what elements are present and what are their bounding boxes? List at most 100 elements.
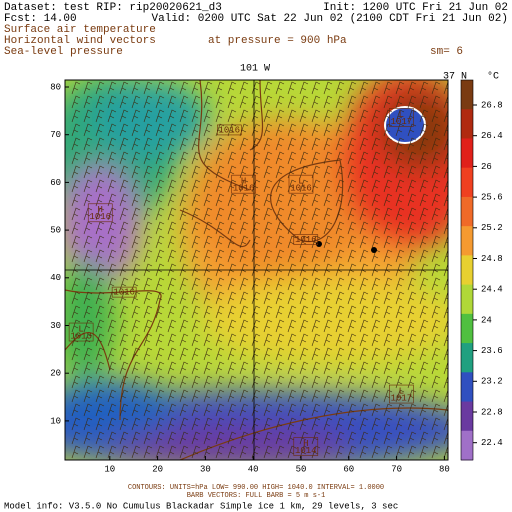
wind-barb [359,235,369,249]
wind-barb [239,319,249,333]
wind-barb [83,249,93,263]
wind-barb [287,165,297,179]
wind-barb [335,249,345,263]
wind-barb [443,319,448,333]
wind-barb [347,361,357,375]
wind-barb [395,249,405,263]
wind-barb [239,179,249,193]
wind-barb [311,375,321,389]
center-letter: L [298,177,303,187]
wind-barb [275,165,285,179]
wind-barb [383,249,393,263]
label-box [68,322,94,342]
wind-barb [287,235,297,249]
wind-barb [431,319,441,333]
wind-barb [179,417,189,431]
wind-barb [359,333,369,347]
wind-barb [311,277,321,291]
wind-barb [347,193,357,207]
wind-barb [347,179,357,193]
wind-barb [71,123,81,137]
wind-barb [299,179,309,193]
wind-barb [359,207,369,221]
wind-barb [335,431,345,445]
colorbar-label: 23.2 [481,377,503,387]
wind-barb [203,193,213,207]
wind-barb [131,137,141,151]
wind-barb [143,235,153,249]
wind-barb [239,305,249,319]
wind-barb [155,81,165,95]
wind-barb [407,137,417,151]
wind-barb [119,221,129,235]
wind-barb [407,347,417,361]
wind-barb [191,445,201,459]
x-tick-label: 40 [248,464,259,474]
wind-barb [71,319,81,333]
wind-barb [203,123,213,137]
wind-barb [251,207,261,221]
wind-barb [191,95,201,109]
wind-barb [191,151,201,165]
wind-barb [419,221,429,235]
wind-barb [275,123,285,137]
wind-barb [335,319,345,333]
wind-barb [323,277,333,291]
colorbar-label: 26 [481,162,492,172]
init-line: Init: 1200 UTC Fri 21 Jun 02 [323,2,508,14]
wind-barb [419,123,429,137]
wind-barb [83,305,93,319]
wind-barb [251,417,261,431]
wind-barb [83,109,93,123]
wind-barb [443,95,448,109]
wind-barb [143,221,153,235]
wind-barb [431,431,441,445]
colorbar: 26.8 26.4 26 25.6 25.2 24.8 24.4 24 23.6 23.2 22.8… [460,79,503,461]
y-tick-label: 20 [50,369,61,379]
wind-barb [311,333,321,347]
wind-barb [131,249,141,263]
wind-barb [179,375,189,389]
wind-barb [407,403,417,417]
colorbar-label: 22.8 [481,407,503,417]
wind-barb [323,431,333,445]
field-line: Horizontal wind vectors [4,35,156,47]
wind-barb [395,361,405,375]
wind-barb [359,403,369,417]
wind-barb [131,305,141,319]
wind-barb [191,305,201,319]
wind-barb [167,417,177,431]
wind-barb [311,81,321,95]
wind-barb [263,431,273,445]
wind-barb [335,165,345,179]
colorbar-label: 26.8 [481,100,503,110]
wind-barb [287,277,297,291]
wind-barb [431,249,441,263]
wind-barb [251,445,261,459]
wind-barb [263,193,273,207]
wind-barb [275,417,285,431]
contour-info: CONTOURS: UNITS=hPa LOW= 990.00 HIGH= 10… [128,484,384,492]
wind-barb [359,375,369,389]
wind-barb [227,389,237,403]
wind-barb [95,431,105,445]
wind-barb [215,277,225,291]
wind-barb [359,347,369,361]
wind-barb [107,389,117,403]
wind-barb [419,95,429,109]
wind-barb [119,403,129,417]
pressure-label: 1014 [295,446,317,456]
wind-barb [251,179,261,193]
wind-barb [215,375,225,389]
y-tick-label: 70 [50,130,61,140]
wind-barb [431,95,441,109]
wind-barb [155,277,165,291]
wind-barb [371,361,381,375]
wind-barb [263,165,273,179]
wind-barb [143,207,153,221]
wind-barb [311,221,321,235]
wind-barb [107,109,117,123]
wind-barb [239,109,249,123]
wind-barb [71,221,81,235]
wind-barb [383,375,393,389]
